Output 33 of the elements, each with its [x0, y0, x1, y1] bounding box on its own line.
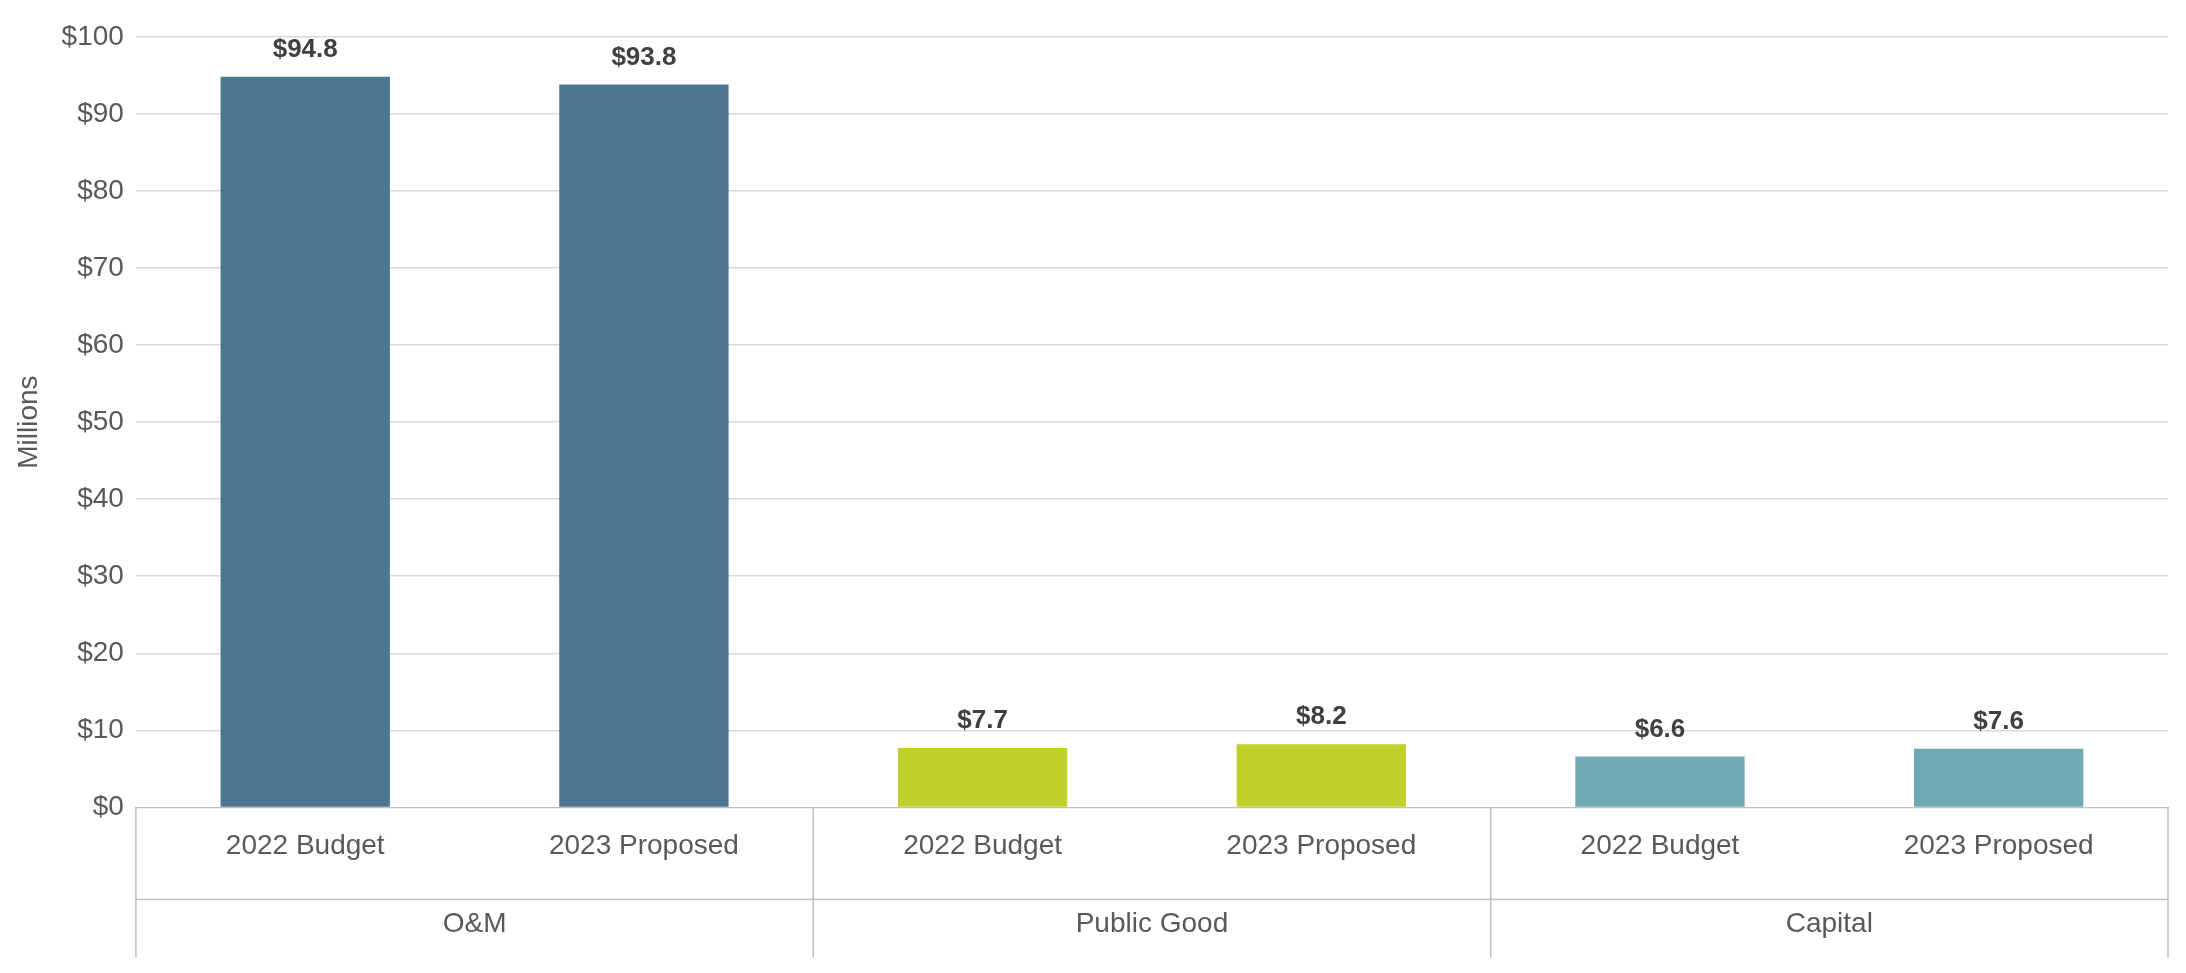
data-label: $7.6: [1973, 705, 2024, 736]
x-tick-label: 2023 Proposed: [548, 828, 739, 860]
y-tick-label: $70: [77, 250, 124, 282]
y-tick-label: $90: [77, 96, 124, 128]
y-tick-label: $80: [77, 173, 124, 205]
x-tick-label: 2023 Proposed: [1903, 828, 2094, 860]
text: Capital: [1785, 907, 1873, 939]
x-tick-label: 2022 Budget: [903, 828, 1063, 860]
text: Public Good: [1075, 907, 1229, 939]
y-tick-label: $40: [77, 481, 124, 513]
data-label: $6.6: [1634, 712, 1686, 743]
data-label: $7.7: [957, 704, 1008, 735]
bar: [220, 76, 390, 807]
y-tick-label: $30: [77, 558, 124, 590]
y-tick-label: $10: [77, 713, 124, 745]
x-tick-label: 2022 Budget: [1580, 828, 1740, 860]
bar: [559, 84, 729, 807]
data-label: $8.2: [1295, 700, 1347, 731]
y-tick-label: $100: [61, 19, 124, 51]
data-label: $94.8: [272, 33, 338, 64]
bar: [1913, 748, 2084, 807]
data-label: $93.8: [611, 40, 677, 71]
y-tick-label: $0: [92, 790, 124, 822]
bar: [1236, 744, 1406, 807]
x-tick-label: 2023 Proposed: [1226, 828, 1417, 860]
y-tick-label: $20: [77, 636, 124, 667]
bar: [1575, 756, 1745, 807]
bar: [897, 748, 1068, 807]
y-axis-title: Millions: [11, 375, 43, 469]
y-tick-label: $60: [77, 327, 124, 359]
x-tick-label: 2022 Budget: [225, 828, 385, 860]
text: O&M: [442, 907, 507, 939]
y-tick-label: $50: [77, 404, 124, 436]
